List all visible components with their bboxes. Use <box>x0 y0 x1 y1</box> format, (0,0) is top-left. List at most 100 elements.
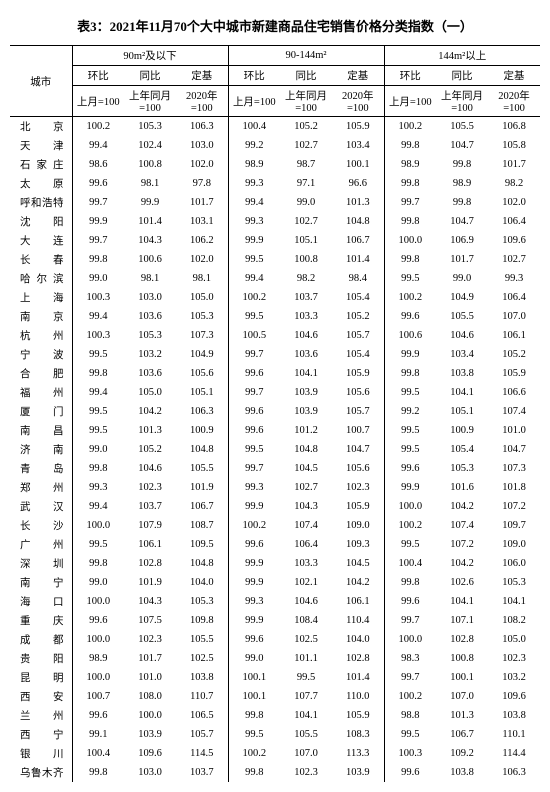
value-cell: 114.5 <box>176 744 228 763</box>
value-cell: 104.2 <box>436 497 488 516</box>
value-cell: 105.3 <box>488 573 540 592</box>
value-cell: 99.9 <box>384 345 436 364</box>
value-cell: 110.7 <box>176 687 228 706</box>
value-cell: 108.0 <box>124 687 176 706</box>
base-2: 上年同月=100 <box>280 86 332 117</box>
value-cell: 104.3 <box>124 231 176 250</box>
value-cell: 103.3 <box>280 554 332 573</box>
value-cell: 105.0 <box>488 630 540 649</box>
value-cell: 105.7 <box>332 326 384 345</box>
value-cell: 99.5 <box>384 421 436 440</box>
value-cell: 101.0 <box>124 668 176 687</box>
value-cell: 105.0 <box>176 288 228 307</box>
value-cell: 109.8 <box>176 611 228 630</box>
table-row: 成 都100.0102.3105.599.6102.5104.0100.0102… <box>10 630 540 649</box>
sub-dj: 定基 <box>488 66 540 86</box>
value-cell: 102.0 <box>176 155 228 174</box>
value-cell: 98.7 <box>280 155 332 174</box>
value-cell: 104.2 <box>436 554 488 573</box>
value-cell: 99.9 <box>228 554 280 573</box>
value-cell: 104.6 <box>280 592 332 611</box>
value-cell: 103.7 <box>176 763 228 782</box>
value-cell: 99.0 <box>72 440 124 459</box>
sub-hb: 环比 <box>72 66 124 86</box>
value-cell: 109.3 <box>332 535 384 554</box>
table-row: 长 春99.8100.6102.099.5100.8101.499.8101.7… <box>10 250 540 269</box>
city-name: 深 圳 <box>10 554 72 573</box>
value-cell: 105.2 <box>280 117 332 137</box>
value-cell: 106.3 <box>176 402 228 421</box>
table-row: 兰 州99.6100.0106.599.8104.1105.998.8101.3… <box>10 706 540 725</box>
value-cell: 99.5 <box>228 440 280 459</box>
value-cell: 109.6 <box>124 744 176 763</box>
base-2: 上年同月=100 <box>124 86 176 117</box>
value-cell: 104.1 <box>280 706 332 725</box>
city-name: 济 南 <box>10 440 72 459</box>
value-cell: 99.8 <box>72 250 124 269</box>
value-cell: 104.8 <box>332 212 384 231</box>
value-cell: 102.3 <box>488 649 540 668</box>
table-row: 石 家 庄98.6100.8102.098.998.7100.198.999.8… <box>10 155 540 174</box>
value-cell: 99.5 <box>384 269 436 288</box>
sub-tb: 同比 <box>280 66 332 86</box>
value-cell: 103.2 <box>124 345 176 364</box>
value-cell: 104.3 <box>124 592 176 611</box>
value-cell: 106.4 <box>488 288 540 307</box>
value-cell: 103.6 <box>280 345 332 364</box>
value-cell: 98.9 <box>72 649 124 668</box>
value-cell: 103.6 <box>124 307 176 326</box>
base-1: 上月=100 <box>384 86 436 117</box>
value-cell: 105.5 <box>176 630 228 649</box>
value-cell: 99.8 <box>228 706 280 725</box>
value-cell: 101.8 <box>488 478 540 497</box>
value-cell: 99.7 <box>72 193 124 212</box>
value-cell: 99.8 <box>384 364 436 383</box>
value-cell: 105.5 <box>280 725 332 744</box>
city-name: 重 庆 <box>10 611 72 630</box>
value-cell: 105.4 <box>332 288 384 307</box>
value-cell: 103.9 <box>124 725 176 744</box>
value-cell: 100.4 <box>72 744 124 763</box>
value-cell: 105.3 <box>124 326 176 345</box>
value-cell: 99.4 <box>72 307 124 326</box>
city-name: 西 宁 <box>10 725 72 744</box>
value-cell: 100.4 <box>228 117 280 137</box>
table-title: 表3：2021年11月70个大中城市新建商品住宅销售价格分类指数（一） <box>10 16 540 35</box>
value-cell: 99.6 <box>72 706 124 725</box>
value-cell: 99.8 <box>384 174 436 193</box>
value-cell: 97.8 <box>176 174 228 193</box>
city-name: 哈 尔 滨 <box>10 269 72 288</box>
value-cell: 102.7 <box>280 478 332 497</box>
value-cell: 101.4 <box>332 250 384 269</box>
table-row: 福 州99.4105.0105.199.7103.9105.699.5104.1… <box>10 383 540 402</box>
value-cell: 106.8 <box>488 117 540 137</box>
value-cell: 109.0 <box>332 516 384 535</box>
table-row: 南 京99.4103.6105.399.5103.3105.299.6105.5… <box>10 307 540 326</box>
city-name: 大 连 <box>10 231 72 250</box>
value-cell: 107.3 <box>488 459 540 478</box>
value-cell: 107.2 <box>436 535 488 554</box>
value-cell: 99.0 <box>436 269 488 288</box>
city-name: 昆 明 <box>10 668 72 687</box>
city-name: 西 安 <box>10 687 72 706</box>
value-cell: 110.0 <box>332 687 384 706</box>
value-cell: 102.1 <box>280 573 332 592</box>
value-cell: 98.1 <box>124 269 176 288</box>
value-cell: 104.8 <box>176 554 228 573</box>
table-row: 济 南99.0105.2104.899.5104.8104.799.5105.4… <box>10 440 540 459</box>
value-cell: 99.6 <box>72 174 124 193</box>
value-cell: 100.5 <box>228 326 280 345</box>
value-cell: 108.3 <box>332 725 384 744</box>
value-cell: 103.9 <box>332 763 384 782</box>
value-cell: 103.8 <box>436 763 488 782</box>
value-cell: 104.9 <box>176 345 228 364</box>
value-cell: 103.8 <box>488 706 540 725</box>
value-cell: 102.7 <box>280 212 332 231</box>
group-header-3: 144m²以上 <box>384 46 540 66</box>
value-cell: 99.9 <box>124 193 176 212</box>
value-cell: 98.2 <box>280 269 332 288</box>
value-cell: 103.3 <box>280 307 332 326</box>
city-name: 石 家 庄 <box>10 155 72 174</box>
value-cell: 104.8 <box>176 440 228 459</box>
value-cell: 100.8 <box>436 649 488 668</box>
